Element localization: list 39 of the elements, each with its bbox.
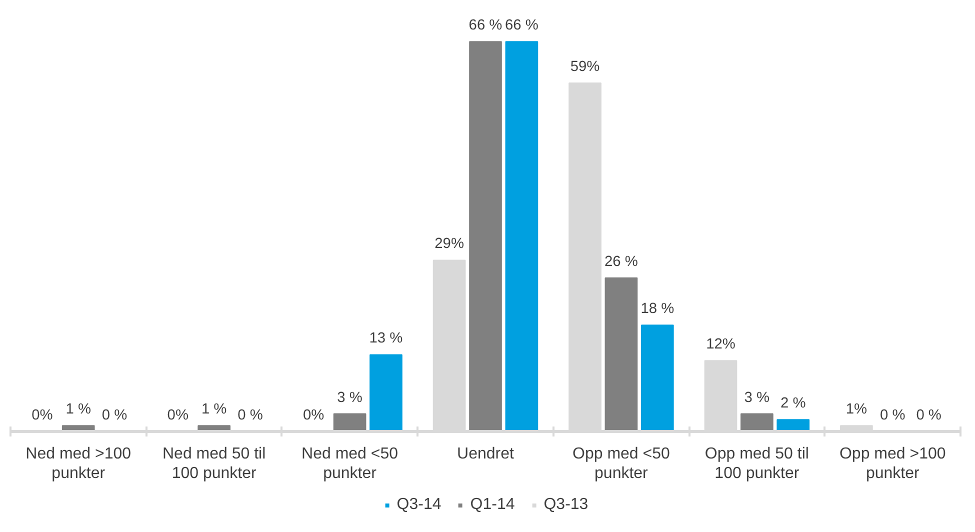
data-label: 0% [303, 408, 324, 424]
data-label: 0% [32, 408, 53, 424]
data-label: 0% [167, 408, 188, 424]
bar [469, 41, 502, 432]
bar [740, 413, 774, 432]
data-label: 12% [706, 336, 736, 353]
bar [370, 354, 402, 432]
data-label: 26 % [604, 254, 638, 270]
data-label: 18 % [640, 301, 674, 318]
bar [604, 277, 638, 432]
x-tick-label: Opp med >100 punkter [839, 446, 946, 482]
data-label: 59% [570, 59, 600, 76]
data-label: 0 % [102, 408, 128, 424]
bar [505, 41, 538, 432]
bar [640, 324, 674, 432]
data-label: 1 % [66, 402, 91, 418]
bar [776, 419, 810, 432]
data-label: 0 % [880, 408, 906, 424]
data-label: 2 % [780, 396, 806, 412]
data-label: 0 % [916, 408, 942, 424]
x-tick-label: Ned med >100 punkter [26, 446, 132, 482]
legend-label: Q3-14 [396, 496, 442, 514]
x-tick-label: Uendret [457, 446, 515, 462]
legend-label: Q1-14 [470, 496, 515, 514]
data-label: 66 % [468, 18, 502, 34]
data-label: 1 % [201, 402, 227, 418]
data-label: 0 % [238, 408, 263, 424]
data-label: 1% [846, 402, 868, 418]
data-label: 13 % [369, 330, 403, 347]
x-tick-label: Opp med <50 punkter [572, 446, 670, 482]
legend-label: Q3-13 [544, 496, 588, 514]
x-tick-label: Ned med <50 punkter [302, 446, 398, 482]
x-tick-label: Ned med 50 til 100 punkter [162, 446, 266, 482]
x-tick-label: Opp med 50 til 100 punkter [704, 446, 809, 482]
data-label: 3 % [744, 390, 770, 406]
data-label: 66 % [504, 18, 538, 34]
data-label: 29% [434, 236, 464, 252]
bar [333, 413, 366, 432]
data-label: 3 % [337, 390, 362, 406]
